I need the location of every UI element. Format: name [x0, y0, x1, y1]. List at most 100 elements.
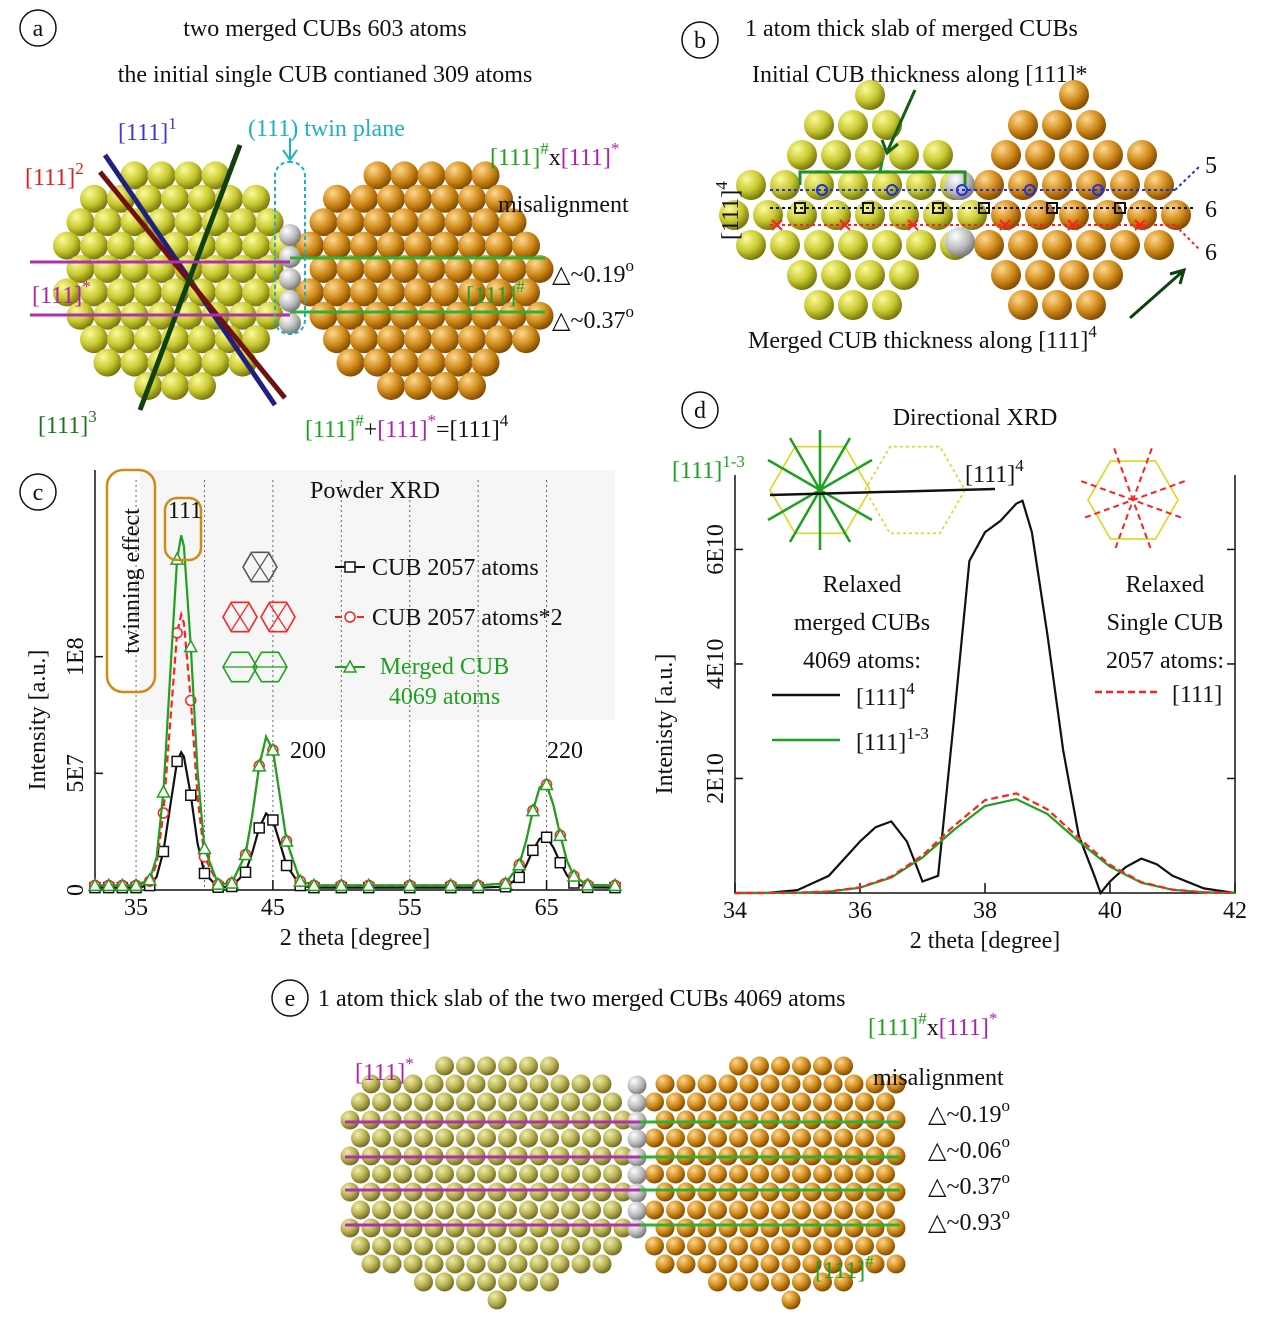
marker: [282, 861, 292, 871]
atom: [377, 325, 405, 353]
atom: [377, 232, 405, 260]
atom: [446, 1183, 465, 1202]
atom: [498, 1237, 517, 1256]
atom: [645, 1201, 664, 1220]
atom: [377, 278, 405, 306]
superscript: *: [989, 1009, 998, 1028]
atom: [838, 110, 868, 140]
atom: [945, 227, 975, 257]
legend-label: [111]4: [856, 679, 915, 711]
atom: [804, 290, 834, 320]
atom: [446, 1111, 465, 1130]
atom: [761, 1219, 780, 1238]
atom: [698, 1075, 717, 1094]
atom: [467, 1219, 486, 1238]
atom: [467, 1075, 486, 1094]
atom: [431, 372, 459, 400]
label: the initial single CUB contianed 309 ato…: [118, 62, 533, 88]
atom: [719, 1183, 738, 1202]
atom: [530, 1111, 549, 1130]
atom: [446, 1075, 465, 1094]
label: 4069 atoms:: [803, 648, 921, 674]
label-part: [111]: [490, 145, 540, 171]
superscript: 1-3: [906, 724, 929, 743]
label: [111]#+[111]*=[111]4: [305, 411, 509, 443]
atom: [323, 278, 351, 306]
atom: [582, 1201, 601, 1220]
atom: [351, 1165, 370, 1184]
atom: [845, 1219, 864, 1238]
atom: [906, 170, 936, 200]
superscript: 4: [712, 181, 731, 190]
x-tick-label: 36: [848, 898, 872, 924]
atom: [666, 1165, 685, 1184]
atom: [677, 1255, 696, 1274]
atom: [770, 170, 800, 200]
atom: [256, 208, 284, 236]
atom: [364, 349, 392, 377]
atom: [1144, 170, 1174, 200]
atom: [456, 1201, 475, 1220]
atom: [80, 325, 108, 353]
label: Single CUB: [1107, 610, 1224, 636]
atom: [445, 208, 473, 236]
atom: [383, 1183, 402, 1202]
marker: [158, 847, 168, 857]
atom: [498, 1165, 517, 1184]
atom: [242, 232, 270, 260]
atom: [509, 1111, 528, 1130]
guide-line: [770, 489, 995, 495]
atom: [729, 1165, 748, 1184]
atom: [729, 1273, 748, 1292]
label: [111]#x[111]*: [490, 139, 619, 171]
label: a: [33, 16, 44, 42]
atom: [393, 1093, 412, 1112]
atom: [445, 349, 473, 377]
atom: [750, 1201, 769, 1220]
atom: [509, 1075, 528, 1094]
atom: [787, 140, 817, 170]
atom: [628, 1202, 647, 1221]
atom: [821, 260, 851, 290]
atom: [435, 1201, 454, 1220]
guide-line: [1175, 166, 1200, 190]
atom: [1144, 230, 1174, 260]
label: c: [33, 480, 44, 506]
atom: [530, 1075, 549, 1094]
atom: [719, 1255, 738, 1274]
atom: [771, 1201, 790, 1220]
atom: [813, 1057, 832, 1076]
label: 220: [547, 738, 583, 764]
atom: [435, 1165, 454, 1184]
atom: [687, 1129, 706, 1148]
atom: [372, 1201, 391, 1220]
label-part: [111]: [118, 120, 168, 146]
atom: [687, 1093, 706, 1112]
atom: [698, 1255, 717, 1274]
atom: [279, 290, 301, 312]
atom: [404, 185, 432, 213]
atom: [1076, 110, 1106, 140]
atom: [414, 1129, 433, 1148]
atom: [872, 110, 902, 140]
atom: [1008, 230, 1038, 260]
atom: [1093, 260, 1123, 290]
superscript: o: [1001, 1204, 1010, 1223]
atom: [425, 1111, 444, 1130]
superscript: 1-3: [722, 452, 745, 471]
atom: [708, 1165, 727, 1184]
atom: [107, 325, 135, 353]
y-tick-label: 4E10: [703, 639, 729, 690]
atom: [582, 1165, 601, 1184]
atom: [876, 1201, 895, 1220]
atom: [656, 1255, 675, 1274]
atom: [645, 1237, 664, 1256]
atom: [582, 1093, 601, 1112]
label: 1 atom thick slab of the two merged CUBs…: [318, 986, 846, 1012]
atom: [838, 290, 868, 320]
atom: [551, 1075, 570, 1094]
atom: [372, 1129, 391, 1148]
atom: [834, 1057, 853, 1076]
label: Directional XRD: [893, 405, 1058, 431]
atom: [337, 208, 365, 236]
